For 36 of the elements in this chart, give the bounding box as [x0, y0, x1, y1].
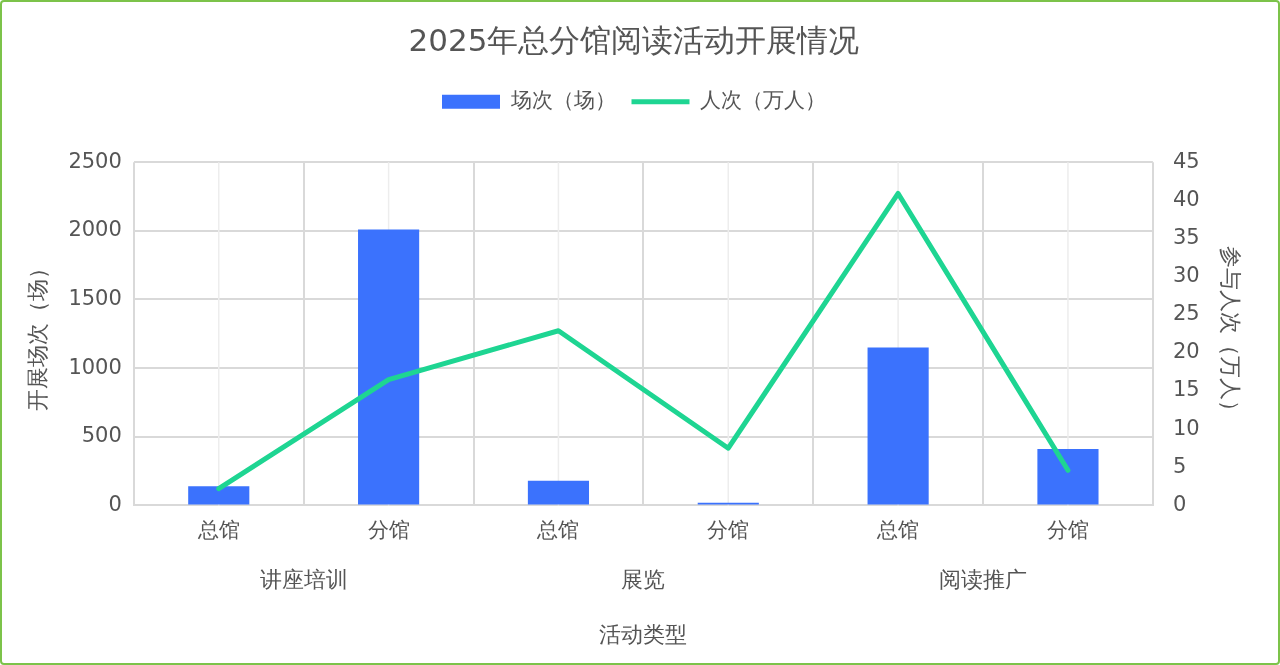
bar — [358, 229, 420, 505]
y2-tick-label: 45 — [1172, 148, 1200, 173]
bar — [527, 480, 590, 505]
y2-tick-label: 15 — [1172, 377, 1200, 402]
y2-tick-label: 0 — [1172, 491, 1187, 516]
y2-tick-label: 40 — [1172, 186, 1200, 211]
y-tick-label: 1000 — [68, 354, 122, 379]
x-tick-label: 总馆 — [536, 518, 580, 543]
text: 阅读推广 — [939, 567, 1028, 593]
bar — [188, 486, 250, 505]
bar — [867, 347, 929, 505]
y-axis-title: 开展场次（场） — [24, 256, 50, 411]
x-axis-title: 活动类型 — [599, 621, 688, 647]
y2-tick-label: 10 — [1172, 415, 1200, 440]
y-tick-label: 500 — [81, 423, 122, 448]
y-tick-label: 2500 — [68, 148, 122, 173]
x-tick-label: 分馆 — [367, 518, 410, 543]
chart-title: 2025年总分馆阅读活动开展情况 — [408, 21, 860, 58]
y-tick-label: 0 — [108, 491, 122, 516]
legend-label: 人次（万人） — [700, 88, 826, 113]
x-tick-label: 分馆 — [1046, 518, 1089, 543]
y2-tick-label: 20 — [1172, 339, 1200, 364]
text: 讲座培训 — [259, 567, 348, 593]
y-tick-label: 1500 — [68, 285, 122, 310]
y2-tick-label: 25 — [1172, 301, 1200, 326]
x-tick-label: 总馆 — [876, 518, 920, 543]
x-tick-label: 分馆 — [707, 518, 750, 543]
y-tick-label: 2000 — [68, 217, 122, 242]
bar — [1037, 449, 1099, 505]
y2-tick-label: 30 — [1172, 263, 1200, 288]
legend-label: 场次（场） — [509, 88, 616, 113]
y2-tick-label: 5 — [1172, 453, 1187, 478]
y2-tick-label: 35 — [1172, 224, 1200, 249]
y2-axis-title: 参与人次（万人） — [1218, 245, 1244, 422]
x-tick-label: 总馆 — [196, 518, 240, 543]
text: 展览 — [621, 567, 666, 593]
